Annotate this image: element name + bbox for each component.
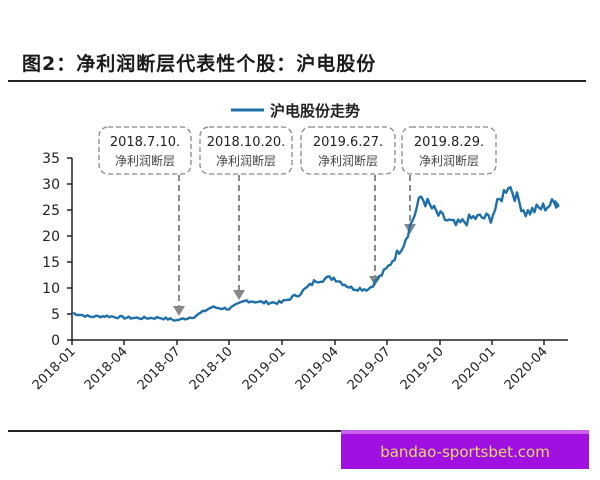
y-tick-label: 20 bbox=[42, 229, 60, 245]
y-tick-label: 10 bbox=[42, 281, 60, 297]
y-tick-label: 25 bbox=[42, 203, 60, 219]
axes bbox=[67, 157, 568, 345]
y-tick-label: 5 bbox=[51, 307, 60, 323]
y-tick-label: 0 bbox=[51, 333, 60, 349]
annotation-text: 净利润断层 bbox=[318, 153, 378, 168]
annotation-date: 2018.7.10. bbox=[110, 135, 180, 150]
x-tick-label: 2019-10 bbox=[398, 344, 447, 393]
x-tick-label: 2020-04 bbox=[502, 344, 551, 393]
annotation-date: 2018.10.20. bbox=[207, 135, 286, 150]
x-tick-label: 2018-07 bbox=[135, 344, 184, 393]
watermark-banner: bandao-sportsbet.com bbox=[341, 430, 589, 469]
annotation-text: 净利润断层 bbox=[115, 153, 175, 168]
legend-label: 沪电股份走势 bbox=[270, 102, 360, 120]
x-tick-label: 2019-04 bbox=[293, 344, 342, 393]
bottom-rule bbox=[8, 430, 586, 432]
arrow-down-icon bbox=[173, 306, 185, 316]
arrow-down-icon bbox=[233, 290, 245, 300]
y-tick-label: 15 bbox=[42, 255, 60, 271]
arrowhead-icons bbox=[173, 224, 416, 316]
annotation-box: 2018.7.10. 净利润断层 bbox=[98, 126, 192, 175]
x-tick-label: 2020-01 bbox=[450, 344, 499, 393]
annotation-box: 2019.6.27. 净利润断层 bbox=[300, 126, 396, 175]
x-tick-label: 2018-01 bbox=[30, 344, 79, 393]
annotation-text: 净利润断层 bbox=[216, 153, 276, 168]
x-tick-label: 2018-04 bbox=[82, 344, 131, 393]
annotation-date: 2019.8.29. bbox=[414, 135, 484, 150]
annotation-arrows bbox=[178, 175, 411, 306]
x-tick-label: 2018-10 bbox=[187, 344, 236, 393]
x-axis-labels: 2018-01 2018-04 2018-07 2018-10 2019-01 … bbox=[30, 344, 551, 393]
y-axis-labels: 0 5 10 15 20 25 30 35 bbox=[42, 151, 60, 349]
annotation-box: 2018.10.20. 净利润断层 bbox=[199, 126, 293, 175]
title-rule bbox=[8, 80, 586, 82]
annotation-box: 2019.8.29. 净利润断层 bbox=[401, 126, 497, 175]
annotation-date: 2019.6.27. bbox=[313, 135, 383, 150]
figure-title: 图2：净利润断层代表性个股：沪电股份 bbox=[22, 53, 377, 75]
x-tick-label: 2019-01 bbox=[240, 344, 289, 393]
y-tick-label: 35 bbox=[42, 151, 60, 167]
annotation-text: 净利润断层 bbox=[419, 153, 479, 168]
x-tick-label: 2019-07 bbox=[345, 344, 394, 393]
chart-legend: 沪电股份走势 bbox=[231, 102, 360, 120]
y-tick-label: 30 bbox=[42, 177, 60, 193]
price-series-line bbox=[71, 185, 560, 322]
